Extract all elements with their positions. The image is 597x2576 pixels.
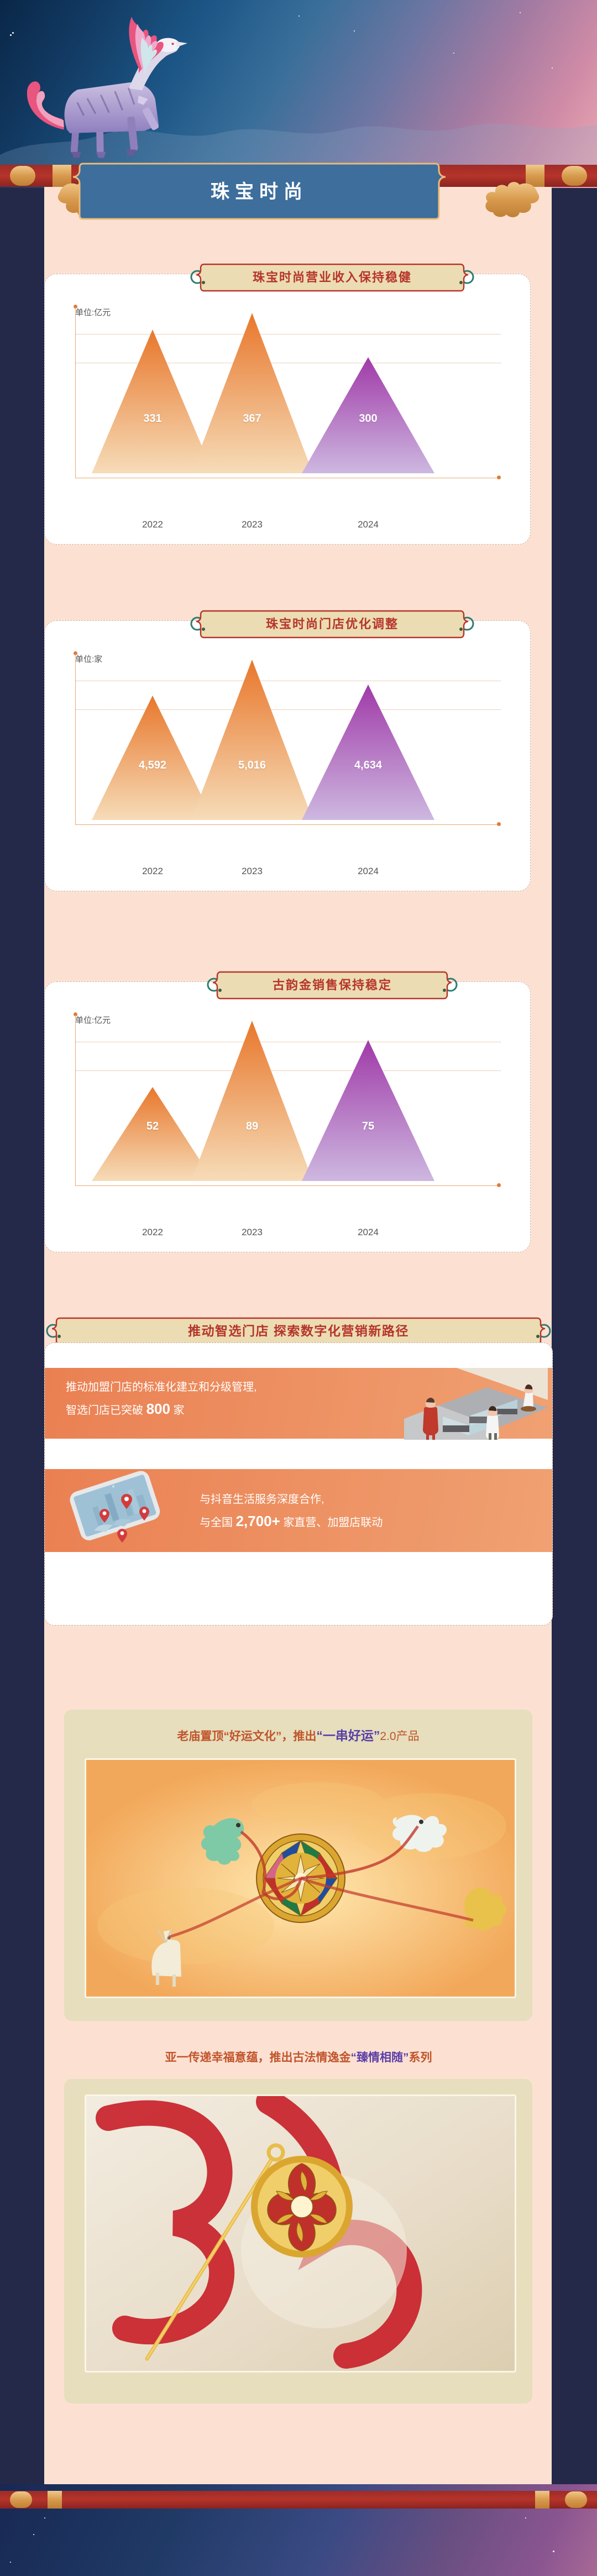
- svg-text:推动智选门店 探索数字化营销新路径: 推动智选门店 探索数字化营销新路径: [188, 1324, 409, 1338]
- svg-text:古韵金销售保持稳定: 古韵金销售保持稳定: [273, 978, 392, 992]
- svg-text:珠宝时尚门店优化调整: 珠宝时尚门店优化调整: [266, 617, 399, 631]
- svg-text:珠宝时尚: 珠宝时尚: [211, 181, 308, 202]
- svg-text:珠宝时尚营业收入保持稳健: 珠宝时尚营业收入保持稳健: [253, 270, 412, 284]
